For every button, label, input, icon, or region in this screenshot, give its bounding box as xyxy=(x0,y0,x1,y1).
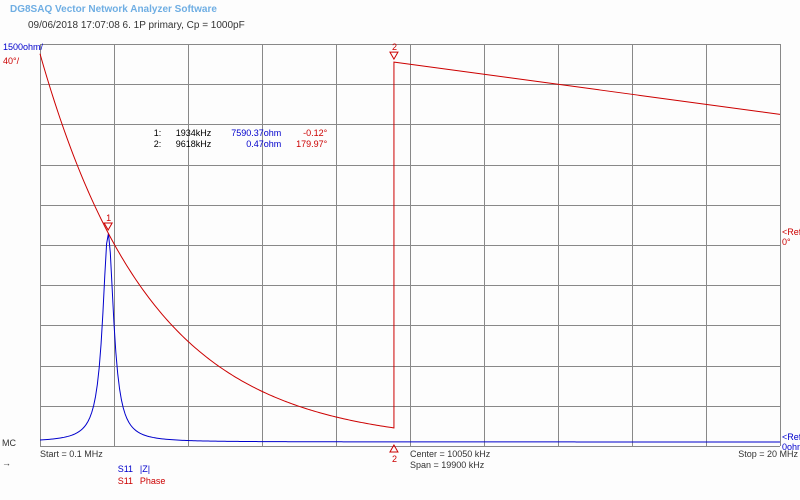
marker-2 xyxy=(390,52,398,59)
plot-curves-svg: 1 2 2 xyxy=(0,0,800,500)
trace-z xyxy=(40,233,780,442)
marker-2b-label: 2 xyxy=(392,454,397,464)
marker-1 xyxy=(104,223,112,230)
marker-2-label: 2 xyxy=(392,42,397,52)
marker-1-label: 1 xyxy=(106,213,111,223)
marker-2b xyxy=(390,445,398,452)
trace-phase xyxy=(40,54,780,428)
